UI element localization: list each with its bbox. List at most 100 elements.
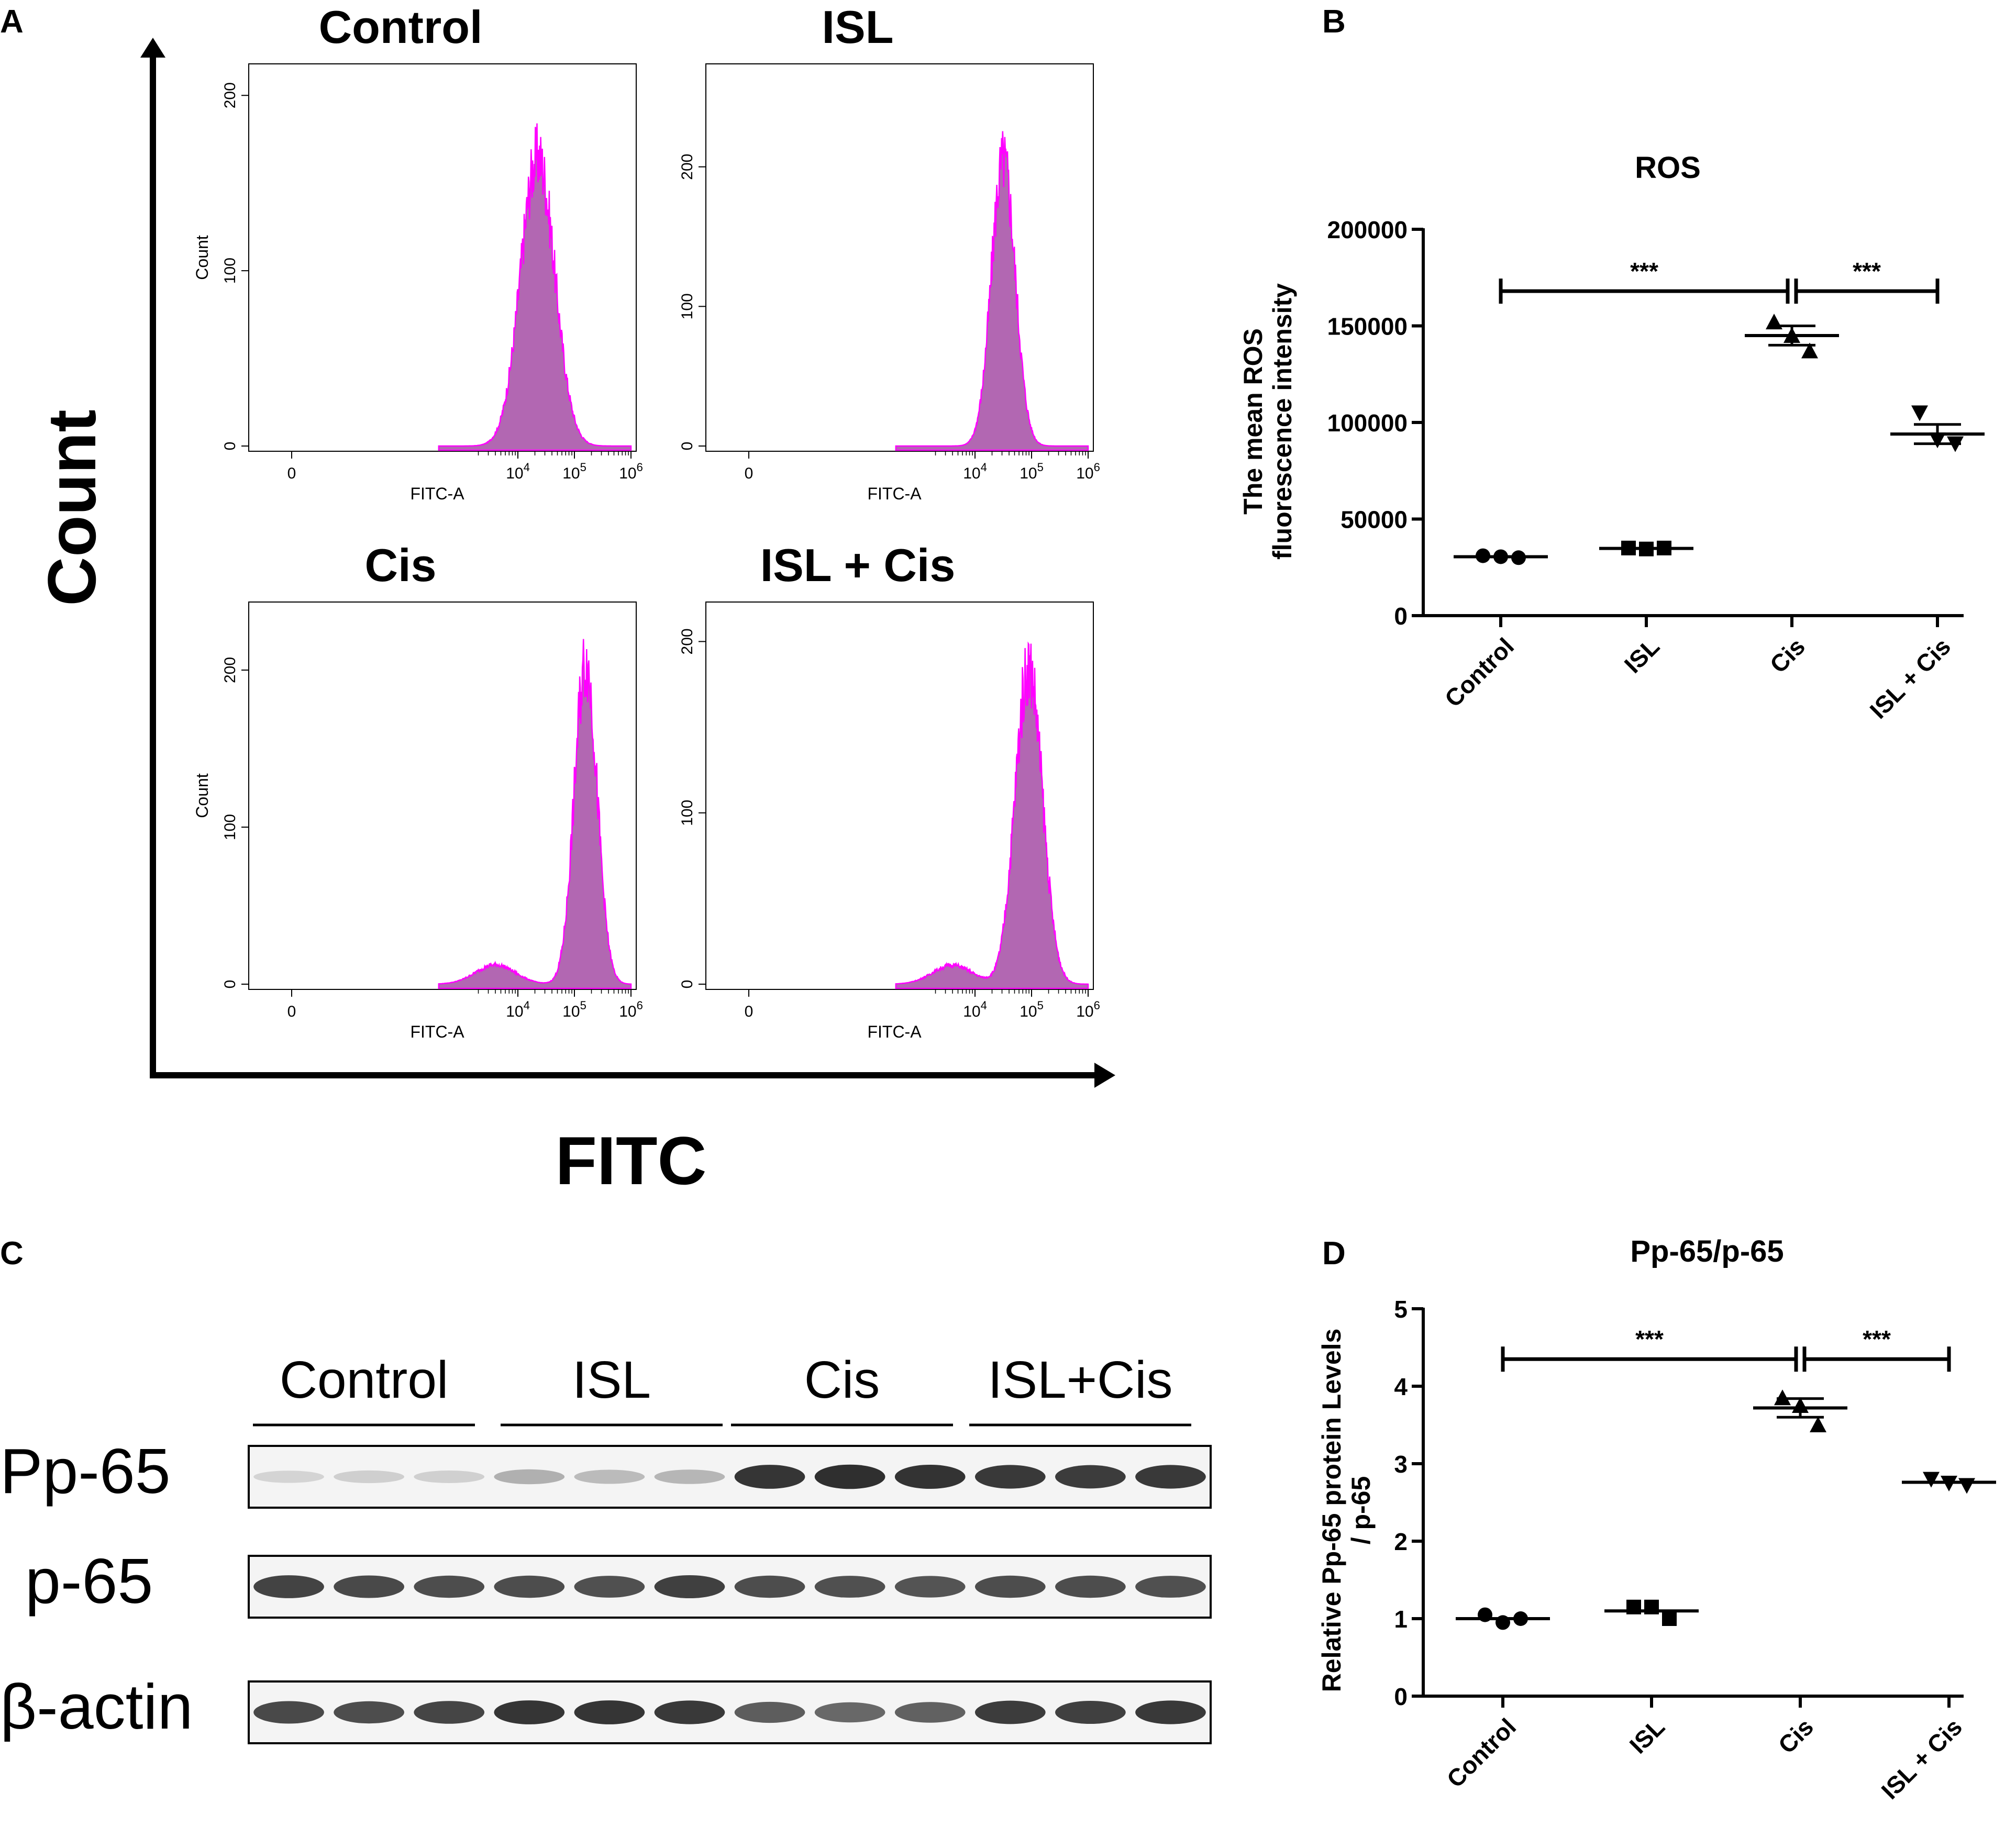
significance-label: *** [1635, 1325, 1664, 1353]
histogram-distribution [895, 131, 1089, 451]
histogram-y-tick-label: 200 [221, 82, 239, 108]
histogram-x-label: FITC-A [410, 484, 464, 503]
y-tick-label: 0 [1394, 603, 1408, 630]
blot-band [414, 1575, 485, 1598]
blot-band [494, 1700, 565, 1724]
histogram-x-label: FITC-A [410, 1022, 464, 1041]
histogram-distribution [438, 123, 632, 451]
histogram-x-tick-label: 104 [506, 999, 530, 1020]
y-axis-label: The mean ROS [1238, 328, 1268, 515]
data-point [1476, 548, 1490, 563]
blot-strip [248, 1555, 1212, 1619]
histogram-frame [705, 601, 1094, 990]
blot-band [334, 1701, 404, 1724]
blot-band [574, 1469, 645, 1484]
blot-band [654, 1575, 725, 1599]
data-point [1644, 1599, 1659, 1614]
blot-band [814, 1702, 885, 1723]
blot-group-label: ISL [572, 1351, 651, 1409]
histogram-x-tick-label: 0 [745, 1003, 754, 1020]
histogram-isl-cis: ISL + Cis 0 100 200 0 104 105 106 FITC-A [679, 539, 1100, 1041]
blot-group-label: ISL+Cis [988, 1351, 1173, 1409]
histogram-x-tick-label: 106 [619, 461, 643, 482]
y-tick-label: 150000 [1327, 313, 1408, 340]
histogram-title: Cis [365, 539, 437, 591]
histogram-x-label: FITC-A [867, 1022, 922, 1041]
panel-letter-a: A [0, 4, 24, 40]
data-point [1496, 1615, 1510, 1630]
blot-band [654, 1700, 725, 1724]
y-tick-label: 4 [1394, 1373, 1408, 1400]
data-point [1513, 1611, 1528, 1626]
data-point [1784, 327, 1800, 343]
data-point [1947, 436, 1964, 452]
histogram-x-tick-label: 105 [562, 999, 586, 1020]
histogram-x-tick-label: 106 [619, 999, 643, 1020]
chart-title: ROS [1635, 151, 1701, 185]
panel-letter-c: C [0, 1235, 24, 1272]
western-blot: Control ISL Cis ISL+Cis Pp-65 p-65 β-actin [0, 1351, 1212, 1744]
histogram-isl: ISL 0 100 200 0 104 105 106 FITC-A [679, 1, 1100, 503]
histogram-frame [248, 63, 637, 452]
y-tick-label: 0 [1394, 1683, 1408, 1710]
blot-band [654, 1469, 725, 1484]
y-tick-label: 1 [1394, 1606, 1408, 1633]
x-tick-label: Control [1439, 632, 1519, 712]
data-point [1657, 540, 1671, 555]
chart-ros: ROS 0 50000 100000 150000 200000 The mean ROS f… [1238, 151, 1985, 724]
blot-group-label: Cis [804, 1351, 880, 1409]
blot-band [574, 1700, 645, 1724]
histogram-control: Control 0 100 200 Count 0 104 105 106 FITC-A [193, 1, 643, 503]
data-point [1929, 432, 1946, 449]
data-point [1774, 1389, 1791, 1406]
chart-title: Pp-65/p-65 [1630, 1234, 1784, 1268]
blot-band [734, 1575, 805, 1598]
histogram-y-tick-label: 200 [679, 628, 696, 654]
histogram-frame [248, 601, 637, 990]
data-point [1792, 1397, 1809, 1413]
histogram-x-tick-label: 104 [963, 999, 987, 1020]
blot-band [734, 1465, 805, 1489]
histogram-frame [705, 63, 1094, 452]
histogram-x-tick-label: 0 [287, 465, 296, 482]
data-point [1493, 549, 1508, 564]
y-tick-label: 100000 [1327, 409, 1408, 437]
blot-row-label: p-65 [25, 1545, 153, 1617]
blot-band [734, 1701, 805, 1723]
significance-label: *** [1863, 1325, 1891, 1353]
outer-x-arrowhead [1094, 1063, 1115, 1088]
histogram-x-label: FITC-A [867, 484, 922, 503]
histogram-y-tick-label: 100 [221, 258, 239, 284]
panel-letter-b: B [1322, 4, 1346, 40]
blot-band [494, 1469, 565, 1485]
histogram-x-tick-label: 106 [1076, 999, 1100, 1020]
blot-group-label: Control [280, 1351, 448, 1409]
data-point [1911, 405, 1928, 421]
x-tick-label: Control [1442, 1713, 1521, 1792]
x-tick-label: ISL + Cis [1865, 632, 1956, 723]
histogram-y-tick-label: 200 [221, 657, 239, 683]
histogram-y-tick-label: 0 [679, 980, 696, 989]
histogram-y-label: Count [193, 773, 212, 818]
x-tick-label: ISL [1624, 1713, 1670, 1758]
y-tick-label: 5 [1394, 1296, 1408, 1323]
histogram-y-tick-label: 200 [679, 154, 696, 180]
histogram-y-tick-label: 100 [679, 800, 696, 826]
y-tick-label: 2 [1394, 1528, 1408, 1555]
data-point [1511, 550, 1526, 565]
histogram-y-tick-label: 0 [221, 980, 239, 989]
histogram-y-label: Count [193, 235, 212, 280]
blot-band [334, 1575, 404, 1598]
blot-band [253, 1470, 324, 1483]
blot-row-label: Pp-65 [0, 1435, 171, 1507]
data-point [1621, 540, 1636, 555]
y-tick-label: 50000 [1341, 506, 1408, 533]
blot-band [334, 1470, 404, 1484]
histogram-title: Control [319, 1, 483, 53]
histogram-x-tick-label: 0 [287, 1003, 296, 1020]
outer-y-arrowhead [140, 38, 165, 58]
histogram-x-tick-label: 104 [963, 461, 987, 482]
histogram-distribution [895, 641, 1089, 989]
histogram-x-tick-label: 104 [506, 461, 530, 482]
